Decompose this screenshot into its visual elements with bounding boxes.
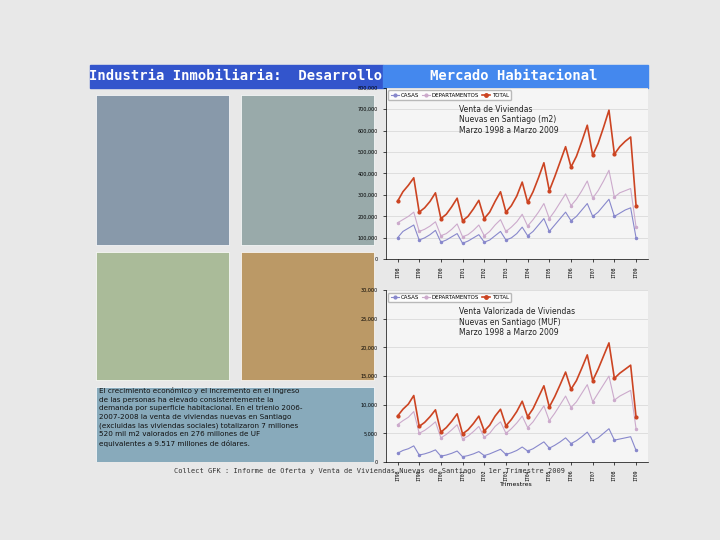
- Legend: CASAS, DEPARTAMENTOS, TOTAL: CASAS, DEPARTAMENTOS, TOTAL: [388, 293, 511, 302]
- Bar: [383, 65, 648, 87]
- X-axis label: Trimestres: Trimestres: [500, 482, 534, 488]
- Legend: CASAS, DEPARTAMENTOS, TOTAL: CASAS, DEPARTAMENTOS, TOTAL: [388, 90, 511, 100]
- Bar: [240, 95, 374, 245]
- Bar: [96, 252, 229, 380]
- Bar: [90, 65, 383, 87]
- Text: Mercado Habitacional: Mercado Habitacional: [431, 69, 598, 83]
- Text: Industria Inmobiliaria:  Desarrollo: Industria Inmobiliaria: Desarrollo: [89, 69, 382, 83]
- Text: Collect GFK : Informe de Oferta y Venta de Viviendas Nuevas de Santiago . 1er Tr: Collect GFK : Informe de Oferta y Venta …: [174, 468, 564, 474]
- Bar: [240, 252, 374, 380]
- Text: Venta Valorizada de Viviendas
Nuevas en Santiago (MUF)
Marzo 1998 a Marzo 2009: Venta Valorizada de Viviendas Nuevas en …: [459, 307, 575, 337]
- Bar: [96, 387, 374, 462]
- Bar: [96, 95, 229, 245]
- Text: El crecimiento económico y el incremento en el ingreso
de las personas ha elevad: El crecimiento económico y el incremento…: [99, 387, 302, 447]
- Text: Venta de Viviendas
Nuevas en Santiago (m2)
Marzo 1998 a Marzo 2009: Venta de Viviendas Nuevas en Santiago (m…: [459, 105, 559, 134]
